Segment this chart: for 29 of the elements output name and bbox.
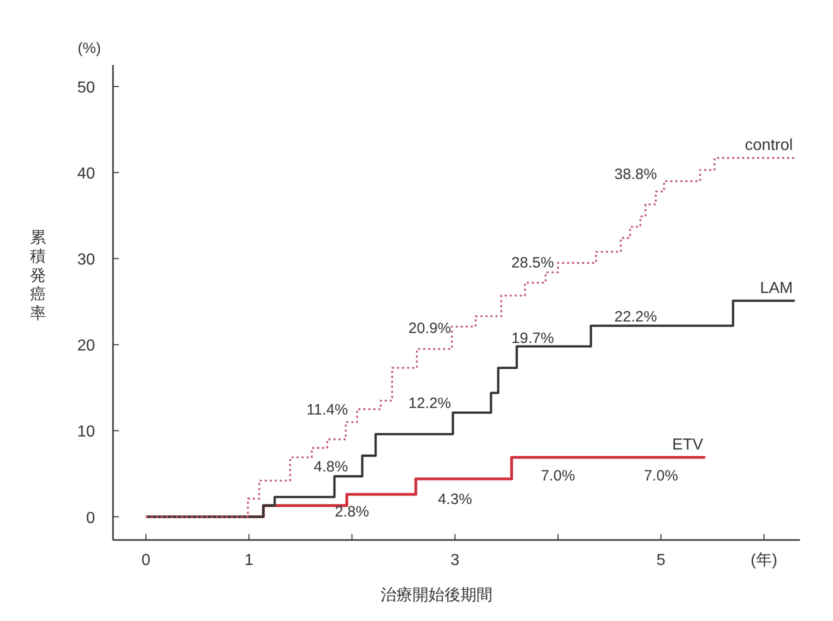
x-tick-label: 0: [142, 552, 151, 569]
annotation: 7.0%: [644, 468, 678, 485]
x-tick-label: 1: [244, 552, 254, 569]
annotation: 4.3%: [438, 490, 472, 508]
x-tick-label: 3: [450, 552, 460, 569]
y-tick-label: 10: [77, 424, 96, 441]
annotation: 19.7%: [511, 330, 554, 348]
annotation: 12.2%: [408, 394, 451, 412]
annotation: 2.8%: [334, 504, 370, 521]
annotation: 7.0%: [540, 468, 576, 485]
annotation: 4.8%: [314, 458, 348, 476]
y-axis-title: 累積発癌率: [30, 230, 46, 322]
text: (%): [78, 40, 102, 57]
y-tick-label: 30: [77, 252, 96, 269]
y-tick-label: 20: [77, 338, 96, 355]
x-tick-label: (年): [750, 552, 778, 569]
annotation: 38.8%: [614, 166, 657, 183]
annotation: 20.9%: [408, 320, 451, 337]
y-tick-label: 0: [86, 510, 96, 527]
x-axis-title: 治療開始後期間: [380, 586, 492, 604]
series-label: LAM: [760, 280, 793, 297]
annotation: 28.5%: [511, 254, 554, 272]
annotation: 11.4%: [306, 402, 348, 419]
y-tick-label: 40: [77, 166, 96, 183]
series-label: ETV: [672, 436, 704, 454]
x-tick-label: 5: [656, 552, 666, 569]
y-tick-label: 50: [77, 80, 96, 97]
annotation: 22.2%: [614, 308, 657, 326]
series-label: control: [744, 136, 793, 154]
